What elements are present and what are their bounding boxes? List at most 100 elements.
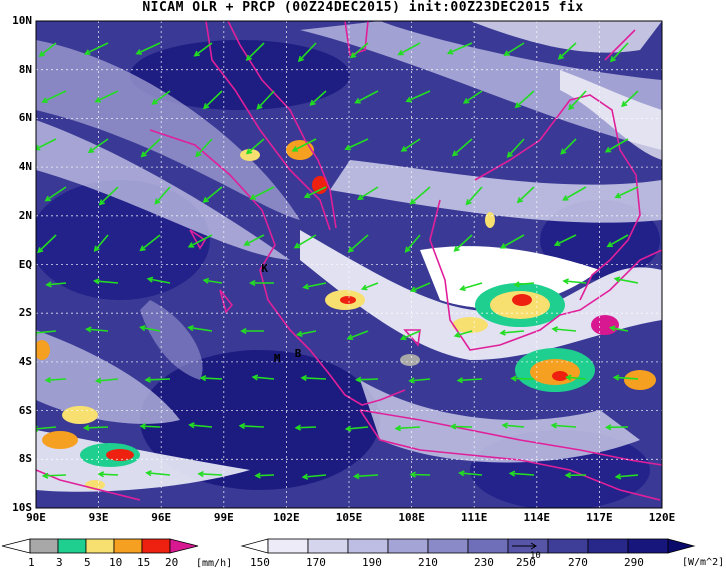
wind-arrow bbox=[401, 138, 421, 152]
wind-arrow-head bbox=[357, 194, 364, 201]
wind-arrow bbox=[455, 330, 473, 337]
wind-arrow bbox=[452, 138, 473, 157]
wind-arrow bbox=[37, 234, 57, 253]
wind-arrow-head bbox=[297, 55, 304, 63]
wind-arrow bbox=[460, 282, 483, 290]
wind-arrow bbox=[36, 138, 57, 150]
wind-arrow-head bbox=[459, 285, 466, 292]
wind-arrow bbox=[466, 186, 483, 205]
wind-arrow-head bbox=[240, 327, 247, 335]
wind-arrow-head bbox=[249, 279, 256, 287]
lat-label: 2S bbox=[18, 306, 32, 320]
olr-field: K M B bbox=[36, 21, 662, 508]
wind-arrow bbox=[292, 138, 317, 152]
wind-arrow-head bbox=[564, 472, 572, 479]
wind-arrow-head bbox=[41, 472, 49, 479]
wind-arrow-head bbox=[608, 325, 616, 332]
wind-arrow-head bbox=[405, 96, 412, 103]
wind-arrow-head bbox=[140, 151, 147, 158]
wind-arrow-head bbox=[453, 245, 460, 252]
wind-arrow bbox=[246, 138, 265, 154]
lat-label: 2N bbox=[18, 208, 32, 222]
wind-arrow bbox=[514, 282, 535, 286]
wind-arrow-head bbox=[291, 146, 299, 152]
wind-arrow-head bbox=[188, 422, 195, 429]
wind-arrow-head bbox=[302, 283, 309, 290]
wind-arrow-head bbox=[37, 247, 44, 254]
wind-arrow bbox=[503, 424, 525, 428]
wind-arrow bbox=[401, 330, 421, 340]
wind-arrow-head bbox=[462, 97, 470, 104]
wind-arrow bbox=[246, 42, 265, 61]
wind-arrow-head bbox=[38, 50, 46, 57]
wind-arrow bbox=[46, 282, 67, 286]
wind-arrow bbox=[146, 472, 171, 476]
wind-arrow-head bbox=[449, 423, 457, 430]
wind-arrow-head bbox=[565, 374, 572, 381]
wind-arrow bbox=[94, 280, 119, 284]
wind-arrow-head bbox=[256, 103, 263, 110]
wind-arrow bbox=[406, 90, 431, 102]
wind-arrow bbox=[410, 186, 431, 205]
lat-label: 6S bbox=[18, 403, 32, 417]
olr-tick-290: 290 bbox=[624, 556, 644, 569]
station-marker: M bbox=[274, 352, 281, 365]
wind-arrow bbox=[42, 90, 67, 103]
wind-arrow bbox=[302, 376, 327, 380]
wind-arrow bbox=[621, 90, 639, 107]
wind-arrow bbox=[99, 186, 119, 205]
wind-arrow bbox=[203, 186, 223, 203]
olr-tick-150: 150 bbox=[250, 556, 270, 569]
wind-arrow bbox=[140, 234, 161, 251]
wind-arrow bbox=[136, 42, 161, 55]
wind-arrow bbox=[459, 472, 483, 476]
wind-arrow bbox=[189, 424, 213, 428]
precip-unit: [mm/h] bbox=[196, 558, 233, 569]
lat-label: 4N bbox=[18, 160, 32, 174]
wind-arrow-head bbox=[139, 325, 146, 332]
olr-tick-210: 210 bbox=[418, 556, 438, 569]
wind-arrow-head bbox=[94, 377, 102, 384]
wind-arrow bbox=[99, 473, 119, 476]
olr-tick-170: 170 bbox=[306, 556, 326, 569]
wind-arrow-head bbox=[446, 48, 454, 55]
wind-arrow-head bbox=[344, 425, 352, 432]
wind-arrow-head bbox=[346, 334, 354, 341]
wind-arrow-head bbox=[513, 281, 520, 288]
wind-arrow bbox=[563, 280, 587, 284]
station-marker: K bbox=[261, 262, 268, 275]
wind-arrow bbox=[356, 378, 379, 381]
wind-arrow-head bbox=[614, 473, 622, 480]
precip-tick-10: 10 bbox=[109, 556, 123, 569]
wind-arrow-head bbox=[506, 151, 513, 158]
wind-arrow-head bbox=[139, 423, 146, 430]
lat-label: 4S bbox=[18, 354, 32, 368]
wind-vectors bbox=[36, 42, 639, 480]
wind-arrow bbox=[552, 424, 577, 428]
wind-arrow bbox=[148, 278, 171, 284]
wind-arrow bbox=[88, 138, 109, 153]
wind-arrow-head bbox=[41, 97, 48, 104]
wind-arrow bbox=[85, 42, 109, 55]
wind-arrow bbox=[96, 378, 119, 382]
wind-arrow bbox=[188, 234, 213, 248]
wind-arrow bbox=[86, 328, 109, 332]
wind-arrow-head bbox=[465, 199, 472, 206]
precip-tick-20: 20 bbox=[165, 556, 179, 569]
wind-arrow bbox=[563, 186, 587, 201]
wind-arrow bbox=[256, 90, 275, 110]
wind-arrow-head bbox=[135, 49, 142, 55]
wind-arrow-head bbox=[87, 147, 95, 154]
wind-arrow-head bbox=[352, 473, 360, 480]
wind-arrow-head bbox=[245, 148, 253, 155]
wind-arrow bbox=[510, 472, 535, 476]
wind-arrow-head bbox=[501, 422, 509, 429]
wind-arrow-head bbox=[499, 243, 507, 249]
wind-arrow-head bbox=[249, 194, 256, 200]
wind-arrow-head bbox=[409, 198, 416, 205]
wind-arrow bbox=[566, 376, 587, 380]
lon-label: 93E bbox=[88, 511, 109, 524]
wind-arrow bbox=[195, 138, 213, 157]
wind-arrow bbox=[409, 378, 431, 382]
wind-arrow bbox=[448, 42, 473, 55]
